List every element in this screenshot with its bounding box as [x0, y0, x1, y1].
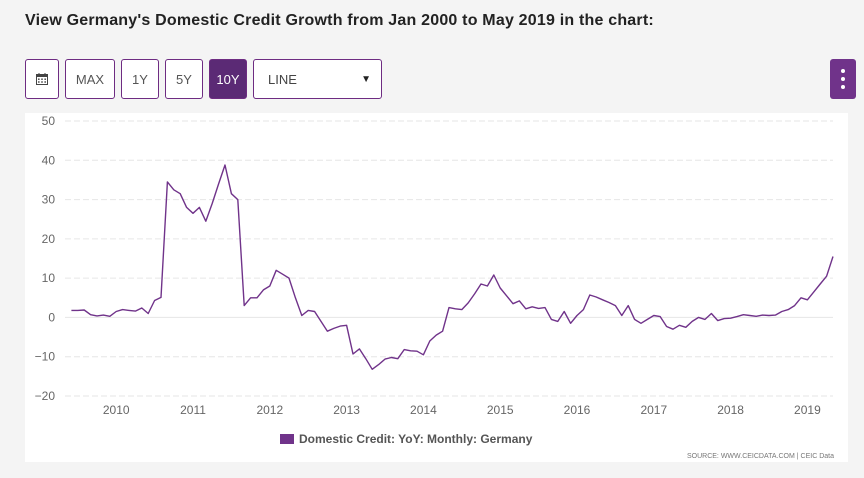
y-tick-label: 20	[42, 232, 56, 246]
menu-dot	[841, 77, 845, 81]
series-layer	[71, 164, 834, 370]
calendar-icon	[36, 73, 48, 85]
x-tick-label: 2018	[717, 403, 744, 417]
caret-down-icon: ▼	[361, 73, 371, 85]
chart-panel: 50 40 30 20 10 0 −10 −20 2010 2011 2012 2013 2014 20…	[25, 113, 848, 462]
legend[interactable]: Domestic Credit: YoY: Monthly: Germany	[280, 432, 533, 446]
menu-dot	[841, 85, 845, 89]
y-tick-label: −10	[35, 350, 56, 364]
y-tick-label: 40	[42, 153, 56, 167]
date-range-button[interactable]	[25, 59, 59, 99]
legend-swatch	[280, 434, 294, 444]
page-title: View Germany's Domestic Credit Growth fr…	[25, 12, 654, 29]
chart-type-value: LINE	[268, 71, 297, 87]
x-tick-label: 2012	[256, 403, 283, 417]
x-tick-label: 2013	[333, 403, 360, 417]
x-axis: 2010 2011 2012 2013 2014 2015 2016 2017 2018 2019	[103, 403, 821, 417]
y-tick-label: −20	[35, 389, 56, 403]
grid-layer	[65, 120, 833, 397]
x-tick-label: 2011	[180, 403, 206, 417]
range-5y-button[interactable]: 5Y	[165, 59, 203, 99]
chart-toolbar: MAX 1Y 5Y 10Y LINE ▼	[25, 59, 382, 99]
legend-label: Domestic Credit: YoY: Monthly: Germany	[299, 432, 533, 446]
source-note: SOURCE: WWW.CEICDATA.COM | CEIC Data	[687, 453, 834, 460]
y-axis: 50 40 30 20 10 0 −10 −20	[35, 114, 56, 403]
chart-type-select[interactable]: LINE ▼	[253, 59, 382, 99]
chart-menu-button[interactable]	[830, 59, 856, 99]
menu-dot	[841, 69, 845, 73]
y-tick-label: 10	[42, 271, 56, 285]
range-10y-button[interactable]: 10Y	[209, 59, 247, 99]
y-tick-label: 50	[42, 114, 56, 128]
x-tick-label: 2014	[410, 403, 437, 417]
x-tick-label: 2016	[564, 403, 591, 417]
y-tick-label: 30	[42, 193, 56, 207]
series-line[interactable]	[71, 164, 834, 370]
x-tick-label: 2015	[487, 403, 514, 417]
range-max-button[interactable]: MAX	[65, 59, 115, 99]
x-tick-label: 2019	[794, 403, 821, 417]
x-tick-label: 2017	[640, 403, 667, 417]
range-1y-button[interactable]: 1Y	[121, 59, 159, 99]
y-tick-label: 0	[48, 310, 55, 324]
x-tick-label: 2010	[103, 403, 130, 417]
